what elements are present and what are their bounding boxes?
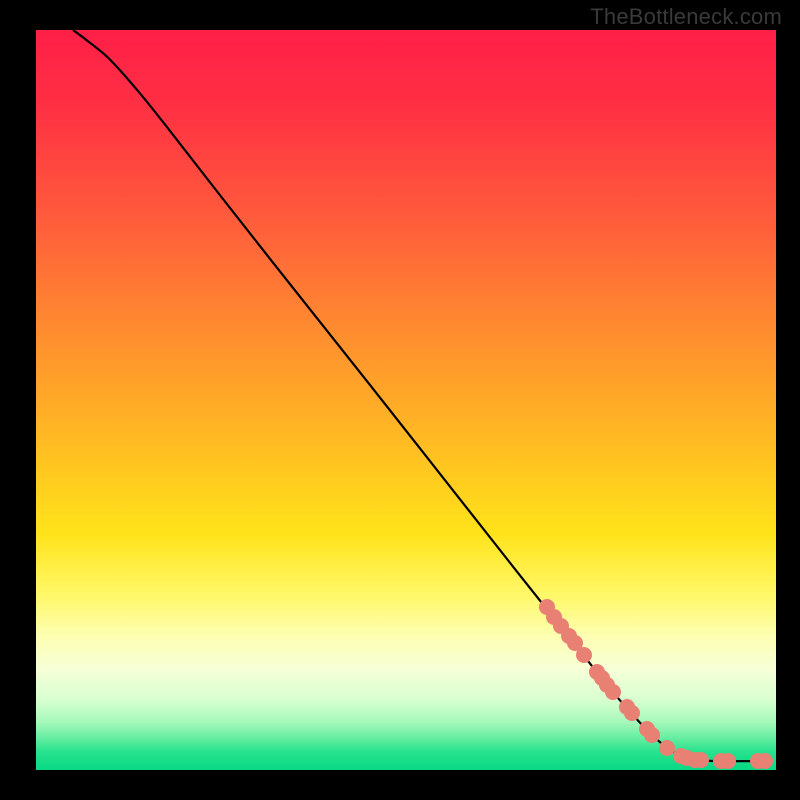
- curve-layer: [36, 30, 776, 770]
- data-marker: [720, 753, 736, 769]
- watermark-text: TheBottleneck.com: [590, 4, 782, 30]
- data-marker: [693, 752, 709, 768]
- data-marker: [644, 727, 660, 743]
- data-marker: [624, 705, 640, 721]
- data-marker: [605, 684, 621, 700]
- plot-area: [36, 30, 776, 770]
- bottleneck-curve: [73, 30, 772, 761]
- data-marker: [576, 647, 592, 663]
- data-marker: [757, 753, 773, 769]
